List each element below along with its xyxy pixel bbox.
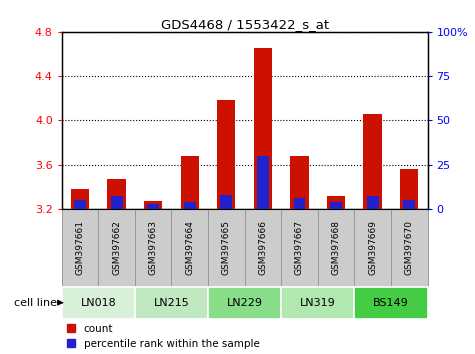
Bar bbox=[62, 287, 135, 319]
Text: LN229: LN229 bbox=[227, 298, 263, 308]
Text: GSM397667: GSM397667 bbox=[295, 220, 304, 275]
Bar bbox=[245, 209, 281, 287]
Bar bbox=[144, 201, 162, 209]
Bar bbox=[208, 209, 245, 287]
Bar bbox=[135, 287, 208, 319]
Bar bbox=[281, 209, 318, 287]
Bar bbox=[254, 48, 272, 209]
Text: GSM397666: GSM397666 bbox=[258, 220, 267, 275]
Bar bbox=[208, 287, 281, 319]
Bar bbox=[294, 198, 305, 209]
Bar bbox=[217, 101, 236, 209]
Text: GSM397669: GSM397669 bbox=[368, 220, 377, 275]
Bar bbox=[391, 209, 428, 287]
Bar bbox=[363, 114, 382, 209]
Text: cell line: cell line bbox=[14, 298, 57, 308]
Text: GSM397664: GSM397664 bbox=[185, 220, 194, 275]
Text: LN319: LN319 bbox=[300, 298, 336, 308]
Bar bbox=[74, 200, 86, 209]
Bar bbox=[327, 196, 345, 209]
Text: GSM397668: GSM397668 bbox=[332, 220, 341, 275]
Bar bbox=[98, 209, 135, 287]
Text: GSM397661: GSM397661 bbox=[76, 220, 85, 275]
Text: GSM397662: GSM397662 bbox=[112, 220, 121, 275]
Bar bbox=[71, 189, 89, 209]
Text: LN018: LN018 bbox=[80, 298, 116, 308]
Text: GSM397670: GSM397670 bbox=[405, 220, 414, 275]
Text: GSM397665: GSM397665 bbox=[222, 220, 231, 275]
Bar bbox=[111, 196, 123, 209]
Bar bbox=[367, 196, 379, 209]
Bar bbox=[354, 287, 428, 319]
Bar bbox=[257, 156, 269, 209]
Bar bbox=[330, 202, 342, 209]
Bar bbox=[180, 156, 199, 209]
Bar bbox=[220, 195, 232, 209]
Bar bbox=[135, 209, 171, 287]
Text: LN215: LN215 bbox=[153, 298, 190, 308]
Bar bbox=[147, 204, 159, 209]
Title: GDS4468 / 1553422_s_at: GDS4468 / 1553422_s_at bbox=[161, 18, 329, 31]
Text: GSM397663: GSM397663 bbox=[149, 220, 158, 275]
Bar bbox=[171, 209, 208, 287]
Bar bbox=[290, 156, 309, 209]
Bar bbox=[318, 209, 354, 287]
Bar bbox=[403, 200, 415, 209]
Text: BS149: BS149 bbox=[373, 298, 409, 308]
Bar bbox=[62, 209, 98, 287]
Bar bbox=[400, 169, 418, 209]
Bar bbox=[184, 202, 196, 209]
Bar bbox=[107, 179, 126, 209]
Bar bbox=[354, 209, 391, 287]
Bar bbox=[281, 287, 354, 319]
Legend: count, percentile rank within the sample: count, percentile rank within the sample bbox=[67, 324, 259, 349]
